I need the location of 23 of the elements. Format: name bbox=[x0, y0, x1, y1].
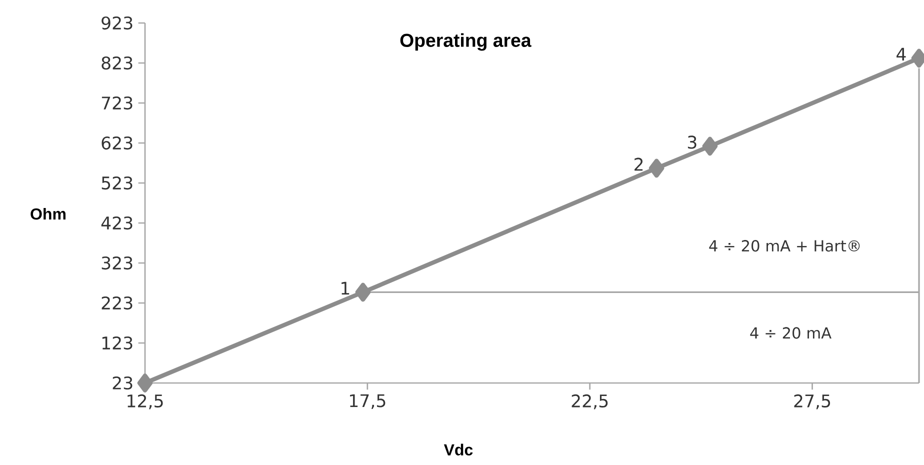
x-tick-label: 12,5 bbox=[128, 394, 163, 410]
x-tick-label: 22,5 bbox=[572, 394, 608, 410]
y-tick-label: 523 bbox=[102, 176, 132, 190]
y-tick-label: 323 bbox=[102, 256, 132, 270]
y-tick-label: 23 bbox=[112, 376, 132, 390]
y-tick-label: 423 bbox=[101, 216, 132, 230]
annotation: 4 ÷ 20 mA bbox=[750, 327, 832, 339]
y-tick-label: 123 bbox=[102, 336, 132, 350]
y-tick-label: 823 bbox=[102, 56, 132, 70]
annotation: 4 ÷ 20 mA + Hart® bbox=[709, 240, 860, 252]
text: Operating area bbox=[400, 33, 532, 51]
y-tick-label: 723 bbox=[102, 96, 132, 110]
annotation: 3 bbox=[688, 136, 696, 149]
x-tick-label: 17,5 bbox=[350, 394, 386, 410]
y-tick-label: 623 bbox=[102, 136, 132, 150]
x-axis-title: Vdc bbox=[444, 444, 473, 456]
y-tick-label: 223 bbox=[102, 296, 132, 310]
y-tick-label: 923 bbox=[102, 16, 132, 30]
annotation: 4 bbox=[896, 48, 906, 61]
x-tick-label: 27,5 bbox=[794, 394, 830, 410]
y-axis-title: Ohm bbox=[30, 208, 66, 220]
annotation: 1 bbox=[342, 282, 350, 295]
annotation: 2 bbox=[634, 158, 643, 171]
